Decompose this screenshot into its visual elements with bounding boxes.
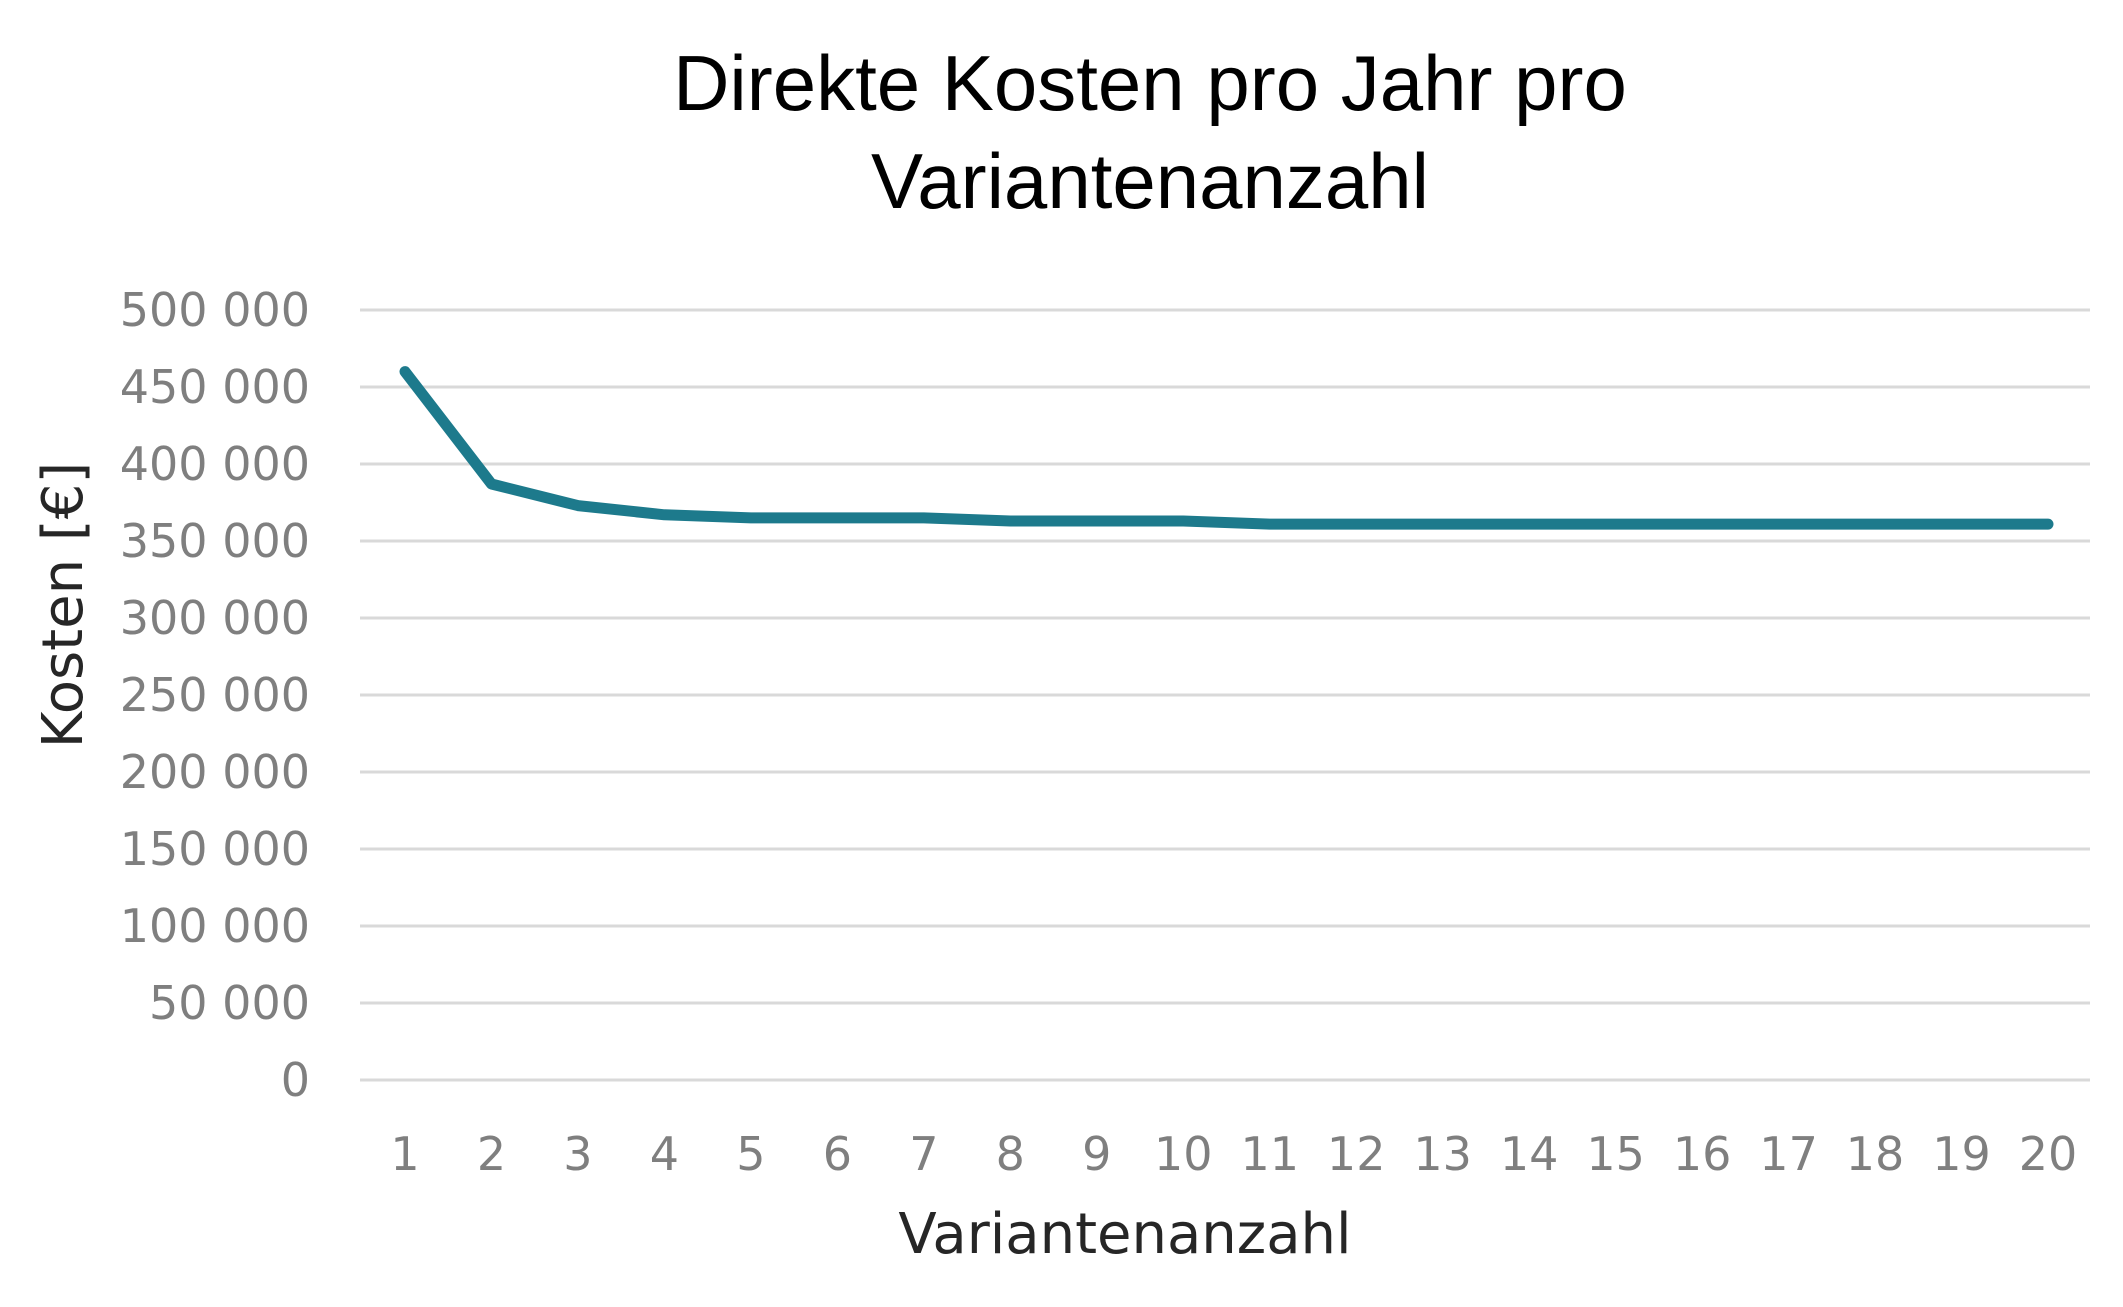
y-tick-label: 150 000 (120, 822, 310, 876)
x-tick-label: 9 (1082, 1127, 1111, 1181)
chart-title-line-2: Variantenanzahl (871, 137, 1429, 225)
y-tick-label: 0 (281, 1053, 310, 1107)
x-tick-label: 16 (1673, 1127, 1732, 1181)
x-tick-label: 4 (650, 1127, 679, 1181)
y-tick-label: 200 000 (120, 745, 310, 799)
x-tick-label: 11 (1240, 1127, 1299, 1181)
x-tick-label: 14 (1500, 1127, 1559, 1181)
y-tick-label: 100 000 (120, 899, 310, 953)
x-axis-tick-labels: 1 2 3 4 5 6 7 8 9 10 11 12 13 14 15 16 17 18 19 20 (390, 1127, 2077, 1181)
x-tick-label: 7 (909, 1127, 938, 1181)
x-tick-label: 13 (1413, 1127, 1472, 1181)
x-tick-label: 12 (1327, 1127, 1386, 1181)
x-tick-label: 17 (1759, 1127, 1818, 1181)
x-axis-title: Variantenanzahl (898, 1202, 1351, 1267)
series-group (399, 366, 2054, 530)
x-tick-label: 10 (1154, 1127, 1213, 1181)
x-tick-label: 5 (736, 1127, 765, 1181)
y-axis-title: Kosten [€] (31, 462, 96, 748)
y-tick-label: 350 000 (120, 514, 310, 568)
x-tick-label: 2 (477, 1127, 506, 1181)
chart-title-line-1: Direkte Kosten pro Jahr pro (673, 39, 1627, 127)
y-tick-label: 400 000 (120, 437, 310, 491)
x-tick-label: 8 (996, 1127, 1025, 1181)
x-tick-label: 3 (563, 1127, 592, 1181)
y-axis-tick-labels: 0 50 000 100 000 150 000 200 000 250 000 300 0… (120, 283, 310, 1107)
y-tick-label: 500 000 (120, 283, 310, 337)
x-tick-label: 19 (1932, 1127, 1991, 1181)
x-tick-label: 18 (1846, 1127, 1905, 1181)
y-tick-label: 250 000 (120, 668, 310, 722)
x-tick-label: 20 (2019, 1127, 2078, 1181)
y-tick-label: 300 000 (120, 591, 310, 645)
x-tick-label: 1 (390, 1127, 419, 1181)
series-line (399, 366, 2054, 530)
chart-title: Direkte Kosten pro Jahr pro Variantenanz… (673, 39, 1627, 225)
gridlines (360, 308, 2090, 1082)
y-tick-label: 450 000 (120, 360, 310, 414)
x-tick-label: 6 (823, 1127, 852, 1181)
x-tick-label: 15 (1586, 1127, 1645, 1181)
y-tick-label: 50 000 (149, 976, 310, 1030)
